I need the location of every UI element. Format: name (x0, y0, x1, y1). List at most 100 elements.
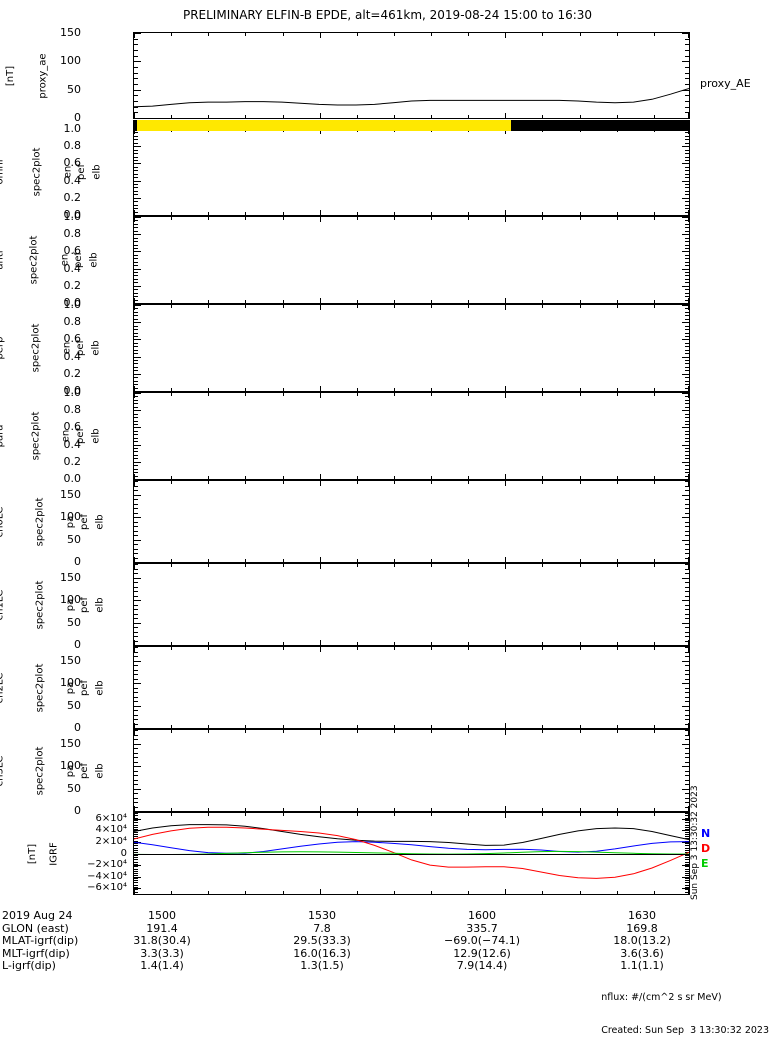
x-minor-tick (616, 212, 618, 215)
y-tick-label: 0 (74, 721, 81, 734)
y-tick-label: 0.4 (63, 437, 82, 451)
x-minor-tick (208, 730, 210, 733)
igrf-legend-item-E: E (701, 857, 709, 870)
y-minor-tick (685, 215, 689, 216)
x-minor-tick (208, 212, 210, 215)
y-minor-tick (134, 847, 138, 849)
y-minor-tick (134, 526, 138, 527)
y-minor-tick (134, 410, 138, 412)
y-minor-tick (134, 622, 138, 624)
x-minor-tick (689, 300, 690, 303)
y-minor-tick (685, 465, 689, 467)
x-minor-tick (134, 305, 135, 308)
y-minor-tick (685, 159, 689, 161)
x-minor-tick (468, 300, 470, 303)
y-minor-tick (685, 766, 689, 767)
x-minor-tick (616, 725, 618, 728)
y-minor-tick (685, 503, 689, 505)
y-minor-tick (134, 701, 138, 702)
param-value: −69.0(−74.1) (443, 934, 520, 948)
param-value: 1600 (468, 909, 496, 922)
y-minor-tick (685, 475, 689, 477)
y-tick-label: 150 (60, 653, 81, 667)
y-minor-tick (134, 417, 138, 419)
y-minor-tick (134, 784, 138, 785)
axis-title-word: [nT] (4, 65, 16, 86)
y-minor-tick (685, 342, 689, 344)
y-minor-tick (685, 779, 689, 781)
y-tick-label: 0.0 (63, 384, 82, 397)
axis-title-word: ch3LC (0, 755, 6, 786)
x-minor-tick (579, 730, 581, 733)
panel-frame-pa-spec2plot-ch0lc (133, 480, 690, 563)
y-minor-tick (685, 247, 689, 249)
y-minor-tick (685, 261, 689, 263)
y-minor-tick (685, 669, 689, 671)
axis-title-word: pef (75, 339, 87, 357)
axis-title-word: elb (88, 252, 100, 268)
x-minor-tick (431, 559, 433, 562)
y-minor-tick (134, 241, 138, 243)
y-minor-tick (685, 674, 689, 675)
y-minor-tick (685, 636, 689, 637)
param-value: 191.4 (146, 921, 178, 935)
y-tick (134, 876, 141, 878)
x-minor-tick (245, 730, 247, 733)
y-minor-tick (134, 38, 138, 40)
x-minor-tick (393, 33, 395, 36)
y-tick-label: 100 (60, 54, 81, 68)
y-tick-label: 0 (74, 804, 81, 817)
axis-title-word: spec2plot (31, 147, 43, 197)
x-minor-tick (134, 725, 135, 728)
x-minor-tick (505, 647, 507, 650)
x-minor-tick (356, 300, 358, 303)
x-minor-tick (208, 217, 210, 220)
y-minor-tick (685, 728, 689, 729)
y-minor-tick (685, 651, 689, 653)
axis-title-word: elb (90, 340, 102, 356)
axis-title-word: pef (73, 251, 85, 269)
y-minor-tick (134, 356, 138, 358)
y-minor-tick (134, 420, 138, 422)
y-minor-tick (685, 819, 689, 821)
y-minor-tick (134, 448, 138, 450)
y-tick (134, 818, 141, 820)
axis-title-word: pef (79, 596, 91, 613)
panel-frame-en-spec2plot-para (133, 392, 690, 480)
y-minor-tick (134, 852, 138, 854)
x-minor-tick (208, 564, 210, 567)
param-value: 7.8 (313, 921, 331, 935)
y-minor-tick (134, 766, 138, 767)
y-minor-tick (134, 692, 138, 693)
y-minor-tick (134, 353, 138, 355)
param-value: 7.9(14.4) (456, 959, 508, 973)
y-minor-tick (685, 163, 689, 165)
y-minor-tick (685, 701, 689, 702)
y-minor-tick (685, 278, 689, 280)
x-minor-tick (468, 891, 470, 894)
y-minor-tick (685, 423, 689, 425)
y-minor-tick (134, 472, 138, 474)
y-minor-tick (685, 730, 689, 731)
x-minor-tick (653, 115, 655, 118)
x-minor-tick (505, 725, 507, 728)
y-minor-tick (134, 370, 138, 372)
y-minor-tick (134, 360, 138, 362)
y-minor-tick (134, 802, 138, 803)
x-minor-tick (689, 813, 690, 816)
y-tick-label: 0.6 (63, 332, 82, 346)
panel-frame-en-spec2plot-perp (133, 304, 690, 392)
y-minor-tick (685, 544, 689, 545)
y-minor-tick (685, 173, 689, 175)
y-minor-tick (685, 859, 689, 861)
y-minor-tick (685, 622, 689, 624)
y-minor-tick (134, 265, 138, 267)
y-minor-tick (134, 719, 138, 720)
y-minor-tick (134, 568, 138, 570)
y-minor-tick (134, 889, 138, 891)
x-minor-tick (505, 212, 507, 215)
x-tick (688, 113, 689, 118)
